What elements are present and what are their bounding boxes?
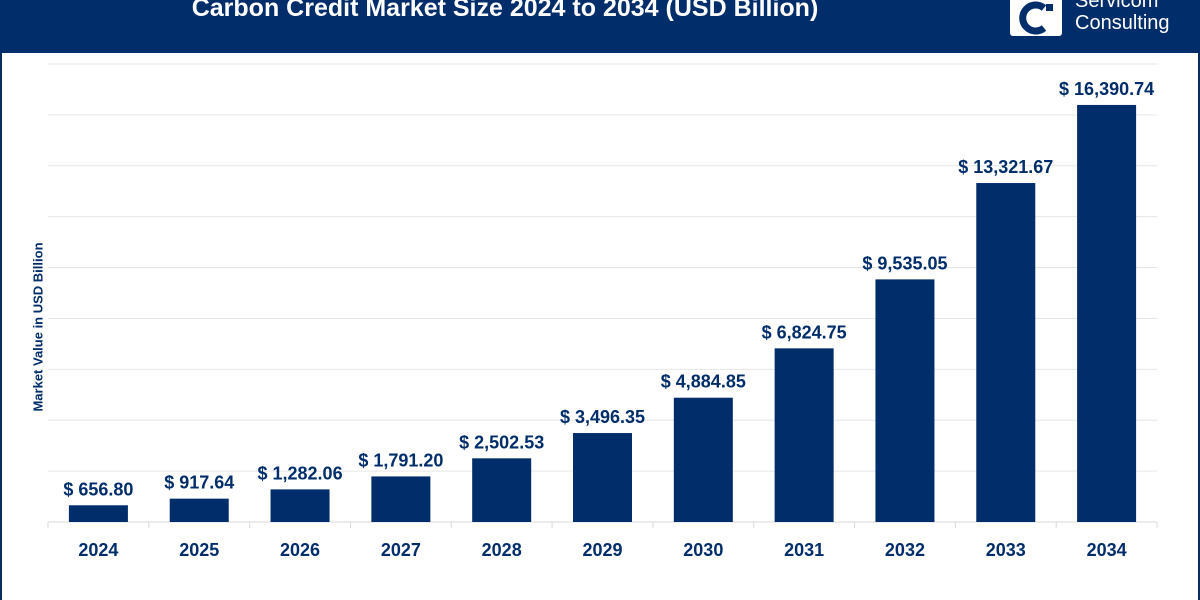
x-tick-label-2024: 2024 xyxy=(78,540,118,560)
chart-title: Carbon Credit Market Size 2024 to 2034 (… xyxy=(191,0,819,22)
x-tick-label-2033: 2033 xyxy=(986,540,1026,560)
data-label-2028: $ 2,502.53 xyxy=(459,432,544,452)
logo-text-line1: Servicom xyxy=(1075,0,1159,12)
bar-2031 xyxy=(774,348,834,522)
data-label-2034: $ 16,390.74 xyxy=(1059,79,1154,99)
data-label-2030: $ 4,884.85 xyxy=(661,372,746,392)
data-label-2026: $ 1,282.06 xyxy=(258,463,343,483)
x-tick-label-2032: 2032 xyxy=(885,540,925,560)
bar-2026 xyxy=(270,489,330,522)
bar-2030 xyxy=(673,397,733,522)
bar-2024 xyxy=(68,505,128,522)
x-tick-label-2025: 2025 xyxy=(179,540,219,560)
data-label-2032: $ 9,535.05 xyxy=(862,253,947,273)
x-tick-label-2027: 2027 xyxy=(381,540,421,560)
data-label-2033: $ 13,321.67 xyxy=(958,157,1053,177)
x-tick-label-2028: 2028 xyxy=(482,540,522,560)
x-tick-label-2034: 2034 xyxy=(1087,540,1127,560)
data-label-2027: $ 1,791.20 xyxy=(358,450,443,470)
x-tick-label-2030: 2030 xyxy=(683,540,723,560)
logo-text: Servicom Consulting xyxy=(1075,0,1170,34)
header-bar: Carbon Credit Market Size 2024 to 2034 (… xyxy=(0,0,1200,53)
bar-2028 xyxy=(472,458,532,522)
logo-text-line2: Consulting xyxy=(1075,12,1170,34)
bar-2032 xyxy=(875,279,935,522)
bar-2025 xyxy=(169,498,229,522)
x-tick-label-2031: 2031 xyxy=(784,540,824,560)
bar-2029 xyxy=(573,433,632,522)
x-tick-label-2026: 2026 xyxy=(280,540,320,560)
logo-icon xyxy=(1010,0,1062,36)
bar-2027 xyxy=(371,476,431,522)
data-label-2025: $ 917.64 xyxy=(164,473,234,493)
bar-2033 xyxy=(976,183,1036,522)
data-label-2024: $ 656.80 xyxy=(63,479,133,499)
bar-2034 xyxy=(1077,104,1137,523)
data-label-2031: $ 6,824.75 xyxy=(762,322,847,342)
x-tick-label-2029: 2029 xyxy=(582,540,622,560)
data-label-2029: $ 3,496.35 xyxy=(560,407,645,427)
